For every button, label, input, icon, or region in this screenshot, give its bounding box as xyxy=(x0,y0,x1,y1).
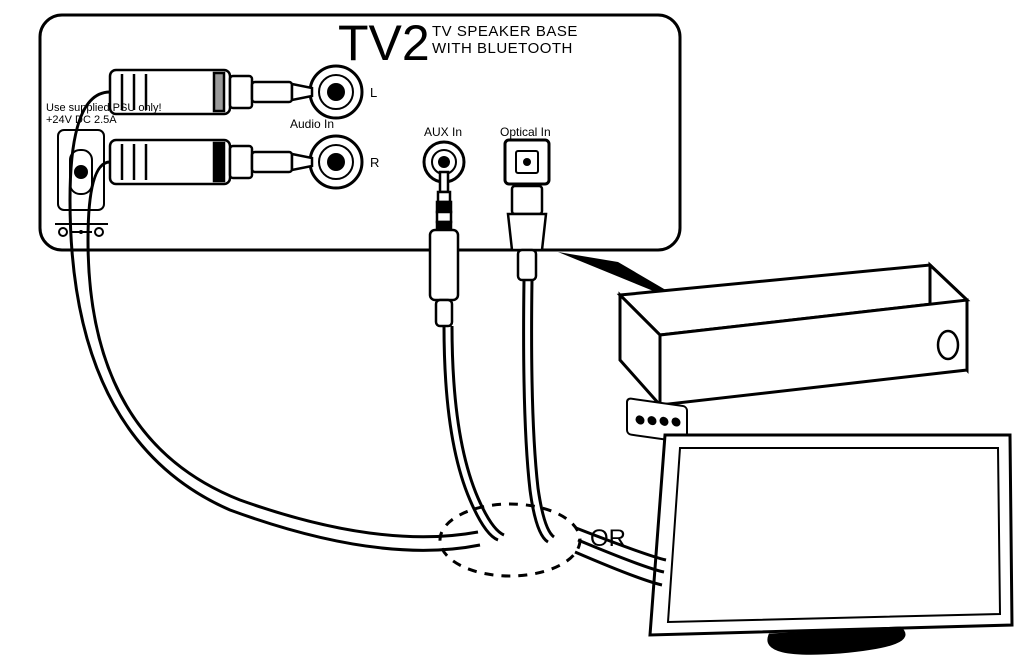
rca-r-label: R xyxy=(370,156,379,170)
brand-main: TV xyxy=(338,15,402,71)
audio-in-label: Audio In xyxy=(290,118,334,131)
psu-line2: +24V DC 2.5A xyxy=(46,114,162,126)
psu-label: Use supplied PSU only! +24V DC 2.5A xyxy=(46,102,162,126)
rca-jack-l xyxy=(310,66,362,118)
tagline-line1: TV SPEAKER BASE xyxy=(432,24,578,41)
optical-in-label: Optical In xyxy=(500,126,551,139)
connection-diagram xyxy=(0,0,1024,662)
psu-line1: Use supplied PSU only! xyxy=(46,102,162,114)
tv xyxy=(650,435,1012,653)
cable-bundle-loop xyxy=(440,504,580,576)
brand-num: 2 xyxy=(402,15,430,71)
tagline-line2: WITH BLUETOOTH xyxy=(432,41,578,58)
tagline: TV SPEAKER BASE WITH BLUETOOTH xyxy=(432,24,578,57)
optical-jack xyxy=(505,140,549,184)
optical-plug xyxy=(508,186,546,280)
rca-l-label: L xyxy=(370,86,377,100)
set-top-box xyxy=(620,265,967,443)
rca-jack-r xyxy=(310,136,362,188)
optical-cable xyxy=(524,280,548,542)
aux-in-label: AUX In xyxy=(424,126,462,139)
or-label: OR xyxy=(590,526,626,552)
brand: TV2 xyxy=(338,16,430,71)
